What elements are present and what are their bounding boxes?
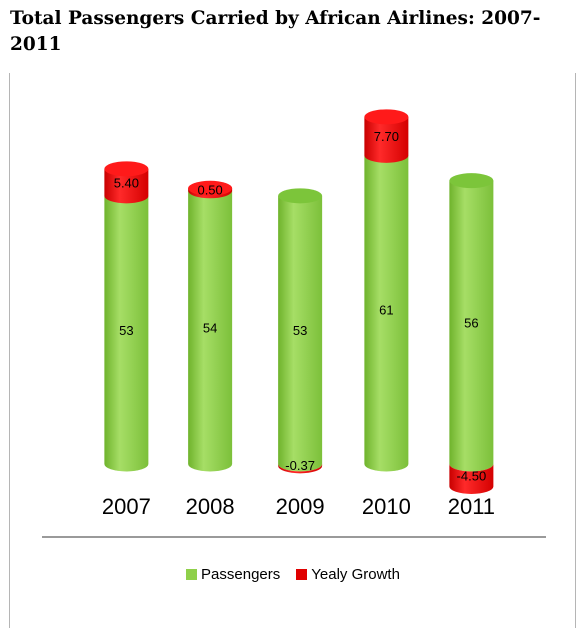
legend-item-passengers: Passengers	[186, 566, 280, 583]
x-tick-label-2008: 2008	[186, 494, 235, 519]
bar-top-2009	[278, 188, 323, 204]
x-tick-label-2011: 2011	[448, 494, 495, 519]
bar-growth-2009	[278, 464, 323, 474]
x-tick-label-2010: 2010	[362, 494, 411, 519]
bar-top-2008	[188, 180, 233, 196]
legend-label-passengers: Passengers	[201, 566, 281, 583]
value-label-growth-2011: -4.50	[457, 468, 487, 483]
bar-top-2007	[104, 161, 149, 177]
bar-passengers-2008	[188, 190, 233, 472]
value-label-growth-2009: -0.37	[285, 458, 315, 473]
value-label-growth-2010: 7.70	[374, 129, 399, 144]
chart-title: Total Passengers Carried by African Airl…	[10, 8, 541, 55]
legend-swatch-growth	[296, 569, 308, 580]
value-label-passengers-2011: 56	[464, 315, 478, 330]
value-label-passengers-2009: 53	[293, 323, 307, 338]
x-tick-label-2007: 2007	[102, 494, 151, 519]
bar-passengers-2011	[449, 180, 494, 472]
legend-item-growth: Yealy Growth	[296, 566, 400, 583]
bar-growth-2011	[449, 464, 494, 494]
legend-swatch-passengers	[186, 569, 198, 580]
legend: Passengers Yealy Growth	[0, 566, 586, 583]
value-label-growth-2008: 0.50	[197, 183, 222, 198]
bar-top-2010	[364, 109, 409, 125]
value-label-passengers-2010: 61	[379, 303, 393, 318]
bar-passengers-2007	[104, 195, 149, 472]
value-label-growth-2007: 5.40	[114, 175, 139, 190]
x-tick-label-2009: 2009	[276, 494, 325, 519]
bar-growth-2010	[364, 116, 409, 163]
value-label-passengers-2008: 54	[203, 320, 217, 335]
bar-top-2011	[449, 173, 494, 189]
bar-passengers-2009	[278, 195, 323, 472]
chart-frame	[9, 73, 576, 628]
legend-label-growth: Yealy Growth	[311, 566, 400, 583]
bar-passengers-2010	[364, 155, 409, 472]
value-label-passengers-2007: 53	[119, 323, 133, 338]
bar-growth-2007	[104, 168, 149, 204]
